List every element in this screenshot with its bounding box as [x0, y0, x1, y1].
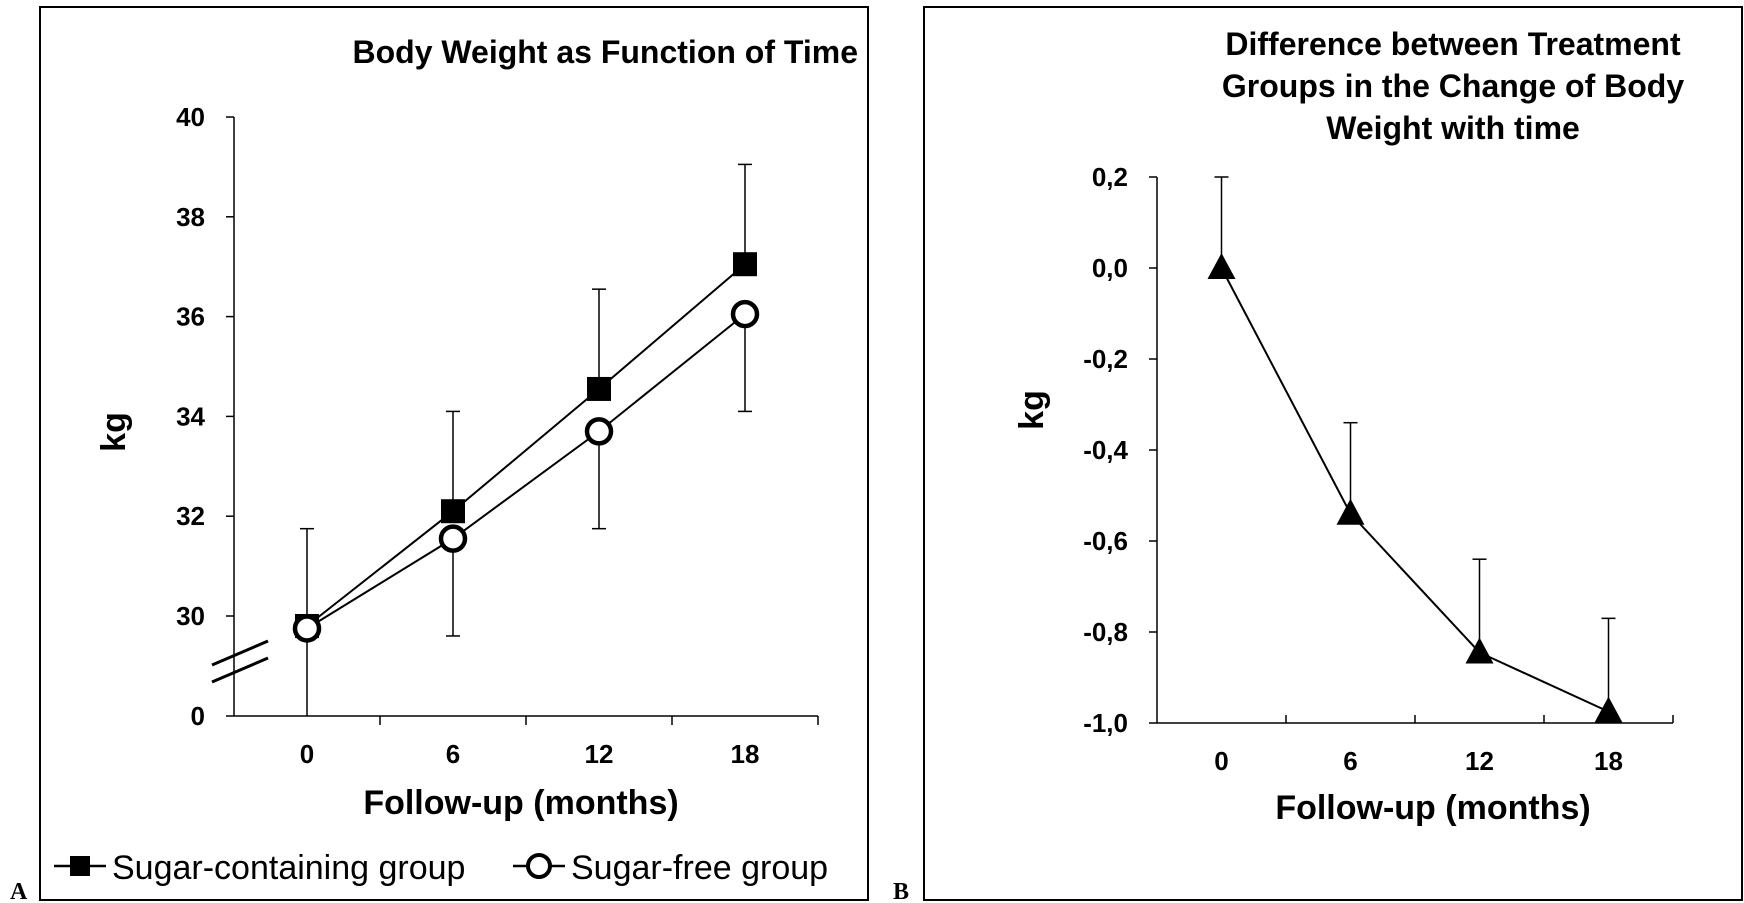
panel-a-ylabel: kg — [95, 412, 133, 452]
panel-a-point-sugar-free — [730, 299, 760, 329]
panel-b-y-tick-label: -0,2 — [1083, 344, 1128, 374]
panel-a-y-tick-label: 34 — [176, 401, 205, 431]
panel-a-xlabel: Follow-up (months) — [363, 784, 678, 822]
panel-b-point — [1465, 637, 1494, 664]
panel-a-y-tick-label: 0 — [191, 701, 205, 731]
legend-label-sugar-containing: Sugar-containing group — [112, 849, 465, 887]
panel-letter-b: B — [893, 879, 909, 903]
panel-a-point-sugar-containing — [733, 252, 757, 277]
panel-a-x-tick-label: 18 — [731, 739, 760, 769]
panel-b-title-line-3: Weight with time — [1326, 110, 1580, 146]
panel-b-y-tick-label: -0,6 — [1083, 526, 1128, 556]
panel-b-point — [1594, 696, 1623, 723]
panel-b-y-tick-label: -1,0 — [1083, 708, 1128, 738]
panel-a-point-sugar-free — [438, 524, 468, 553]
panel-a-y-tick-label: 30 — [176, 601, 205, 631]
panel-b-xlabel: Follow-up (months) — [1275, 789, 1590, 827]
panel-b-ylabel: kg — [1013, 390, 1051, 430]
panel-a-point-sugar-free — [292, 614, 322, 643]
panel-a-x-tick-label: 0 — [300, 739, 314, 769]
panel-b-point — [1336, 498, 1365, 525]
panel-a-y-tick-label: 40 — [176, 102, 205, 132]
panel-a-y-tick-label: 36 — [176, 302, 205, 332]
panel-b-y-tick-label: -0,4 — [1083, 435, 1128, 465]
panel-a-title: Body Weight as Function of Time — [353, 34, 859, 70]
panel-a-series-line-sugar-free — [306, 313, 746, 630]
panel-b-plot: 0,2 0,0 -0,2 -0,4 -0,6 -0,8 -1,0 0 6 12 18 — [1083, 162, 1674, 776]
panel-b-y-tick-label: 0,2 — [1092, 162, 1128, 192]
panel-a-point-sugar-free — [584, 417, 614, 446]
panel-b-frame — [923, 6, 1743, 901]
panel-b-y-tick-label: -0,8 — [1083, 617, 1128, 647]
panel-b-point — [1207, 253, 1236, 279]
legend: Sugar-containing group Sugar-free group — [54, 849, 828, 887]
panel-b-series-line — [1220, 267, 1609, 713]
panel-a-frame — [39, 6, 869, 901]
panel-a-x-tick-label: 12 — [585, 739, 614, 769]
panel-b-x-tick-label: 12 — [1465, 746, 1494, 776]
legend-marker-sugar-free — [526, 853, 552, 879]
legend-marker-sugar-containing — [70, 856, 90, 876]
panel-a-point-sugar-containing — [587, 376, 611, 401]
panel-a-axis-break-mark — [211, 639, 269, 667]
panel-a-y-tick-label: 32 — [176, 501, 205, 531]
panel-a-series-line-sugar-containing — [306, 263, 746, 627]
panel-b-y-tick-label: 0,0 — [1092, 253, 1128, 283]
panel-a-axis-break-mark — [211, 656, 269, 684]
panel-b-x-tick-label: 0 — [1214, 746, 1228, 776]
panel-letter-a: A — [10, 879, 28, 903]
panel-b-x-tick-label: 18 — [1594, 746, 1623, 776]
panel-a-plot: 0 30 32 34 36 38 40 0 6 12 18 — [176, 102, 819, 769]
panel-b-title-line-2: Groups in the Change of Body — [1222, 68, 1684, 104]
panel-a-y-tick-label: 38 — [176, 202, 205, 232]
panel-a-x-tick-label: 6 — [446, 739, 460, 769]
panel-b-title-line-1: Difference between Treatment — [1225, 26, 1681, 62]
panel-a-point-sugar-containing — [441, 499, 465, 524]
legend-label-sugar-free: Sugar-free group — [571, 849, 828, 887]
panel-b-x-tick-label: 6 — [1343, 746, 1357, 776]
